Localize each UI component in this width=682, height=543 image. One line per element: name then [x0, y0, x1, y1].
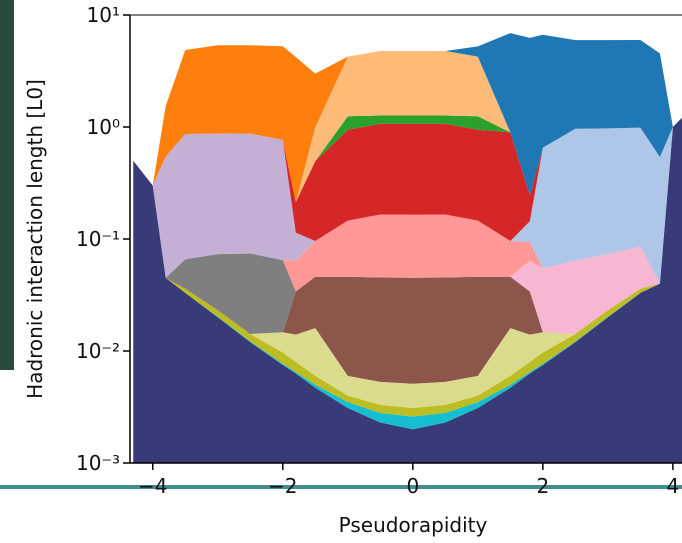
x-tick-label: 4	[667, 474, 680, 498]
x-axis-label: Pseudorapidity	[339, 513, 488, 537]
chart: Pseudorapidity Hadronic interaction leng…	[0, 0, 682, 543]
y-tick-label: 10⁰	[87, 115, 120, 139]
x-tick-label: −2	[268, 474, 297, 498]
cropped-image	[0, 0, 14, 370]
x-tick-label: −4	[138, 474, 167, 498]
plot-area	[133, 33, 682, 468]
y-tick-label: 10⁻³	[76, 451, 120, 475]
divider	[0, 485, 682, 489]
y-tick-label: 10⁻²	[76, 339, 120, 363]
x-tick-label: 2	[536, 474, 549, 498]
y-tick-label: 10⁻¹	[76, 227, 120, 251]
y-tick-label: 10¹	[87, 3, 120, 27]
x-tick-label: 0	[406, 474, 419, 498]
y-axis-label: Hadronic interaction length [L0]	[23, 79, 47, 399]
